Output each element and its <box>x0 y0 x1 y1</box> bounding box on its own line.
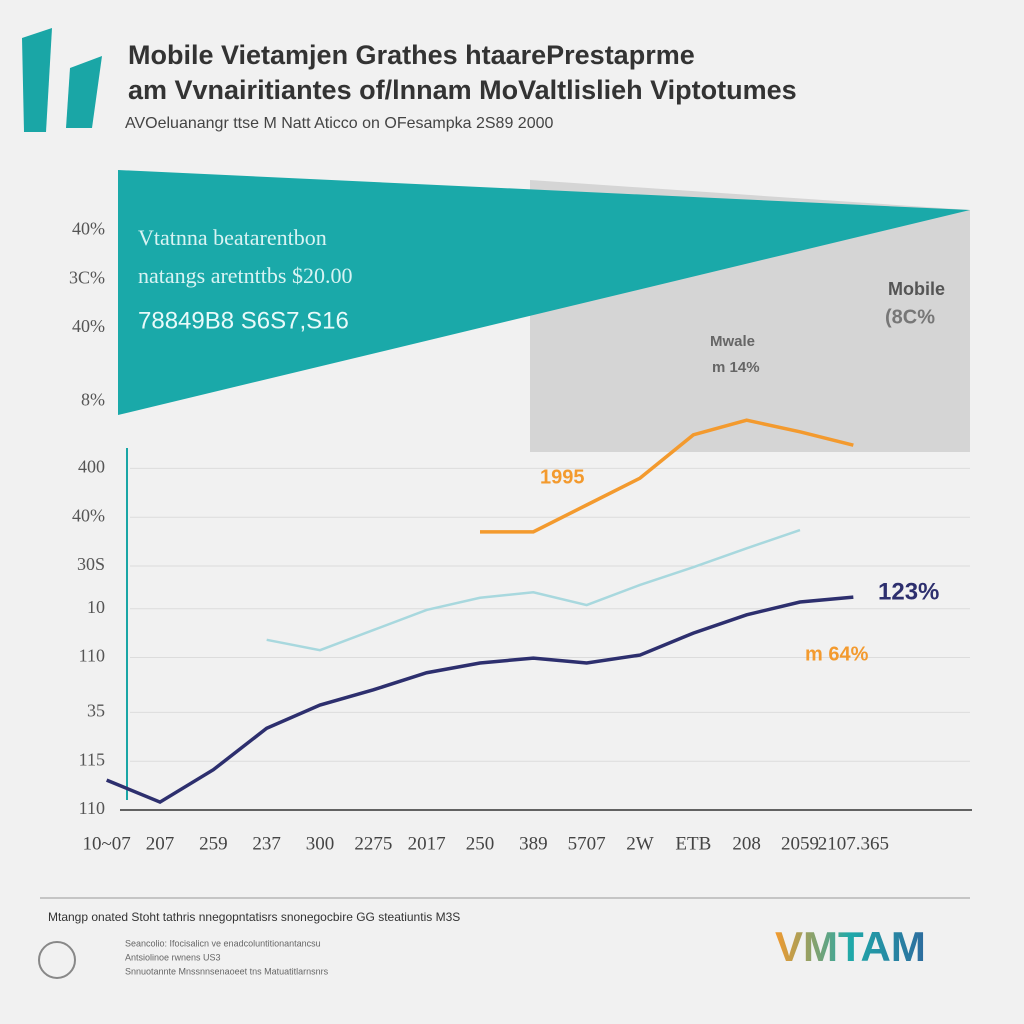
y-tick-label: 8% <box>81 389 105 409</box>
brand-logo: VMTAM <box>775 923 926 970</box>
x-tick-label: 389 <box>519 833 548 854</box>
y-tick-label: 40% <box>72 219 105 239</box>
y-tick-label: 30S <box>77 554 105 574</box>
x-tick-label: 2W <box>626 833 654 854</box>
annotation: Mwale <box>710 333 755 350</box>
series-line <box>480 418 854 534</box>
logo-bar <box>66 56 102 128</box>
x-tick-label: 208 <box>732 833 761 854</box>
x-tick-label: 259 <box>199 833 228 854</box>
logo-bar <box>22 28 52 132</box>
x-tick-label: 250 <box>466 833 495 854</box>
annotation: Mobile <box>888 279 945 299</box>
y-tick-label: 400 <box>78 457 105 477</box>
x-tick-label: 300 <box>306 833 335 854</box>
footer-text: Seancolio: Ifocisalicn ve enadcoluntitio… <box>125 938 321 948</box>
y-tick-label: 40% <box>72 505 105 525</box>
banner-text: Vtatnna beatarentbon <box>138 225 327 250</box>
x-tick-label: 2017 <box>408 833 446 854</box>
y-tick-label: 115 <box>79 749 105 769</box>
banner-text: natangs aretnttbs $20.00 <box>138 263 352 288</box>
annotation: m 14% <box>712 359 760 376</box>
y-tick-label: 110 <box>79 646 105 666</box>
x-tick-label: 237 <box>252 833 281 854</box>
plot: 110 115 35 110 10 30S 40% 400 8% 40% 3C% 40% 10~07 20… <box>69 219 970 854</box>
banner-text: 78849B8 S6S7,S16 <box>138 307 349 334</box>
annotation: m 64% <box>805 643 869 665</box>
y-tick-label: 3C% <box>69 267 105 287</box>
annotation: 123% <box>878 578 939 605</box>
y-tick-label: 110 <box>79 798 105 818</box>
x-tick-label: 10~07 <box>83 833 131 854</box>
title: Mobile Vietamjen Grathes htaarePrestaprm… <box>128 40 695 70</box>
x-tick-label: 2059 <box>781 833 819 854</box>
footer-text: Antsiolinoe rwnens US3 <box>125 952 221 962</box>
y-tick-label: 10 <box>87 597 105 617</box>
footer-logo <box>38 941 76 979</box>
footer-note: Mtangp onated Stoht tathris nnegopntatis… <box>48 910 460 924</box>
subtitle: AVOeluanangr ttse M Natt Aticco on OFesa… <box>125 115 553 132</box>
x-tick-label: ETB <box>675 833 711 854</box>
x-tick-label: 207 <box>146 833 175 854</box>
annotation: (8C% <box>885 306 935 328</box>
footer-text: Snnuotannte Mnssnnsenaoeet tns Matuatitl… <box>125 966 329 976</box>
x-tick-label: 2275 <box>354 833 392 854</box>
banner <box>118 170 970 415</box>
series-line <box>266 528 801 652</box>
x-tick-label: 5707 <box>568 833 606 854</box>
series-line <box>106 595 854 805</box>
x-tick-label: 2107.365 <box>818 833 889 854</box>
title: am Vvnairitiantes of/lnnam MoValtlislieh… <box>128 75 797 105</box>
y-tick-label: 40% <box>72 316 105 336</box>
y-tick-label: 35 <box>87 701 105 721</box>
annotation: 1995 <box>540 466 585 488</box>
